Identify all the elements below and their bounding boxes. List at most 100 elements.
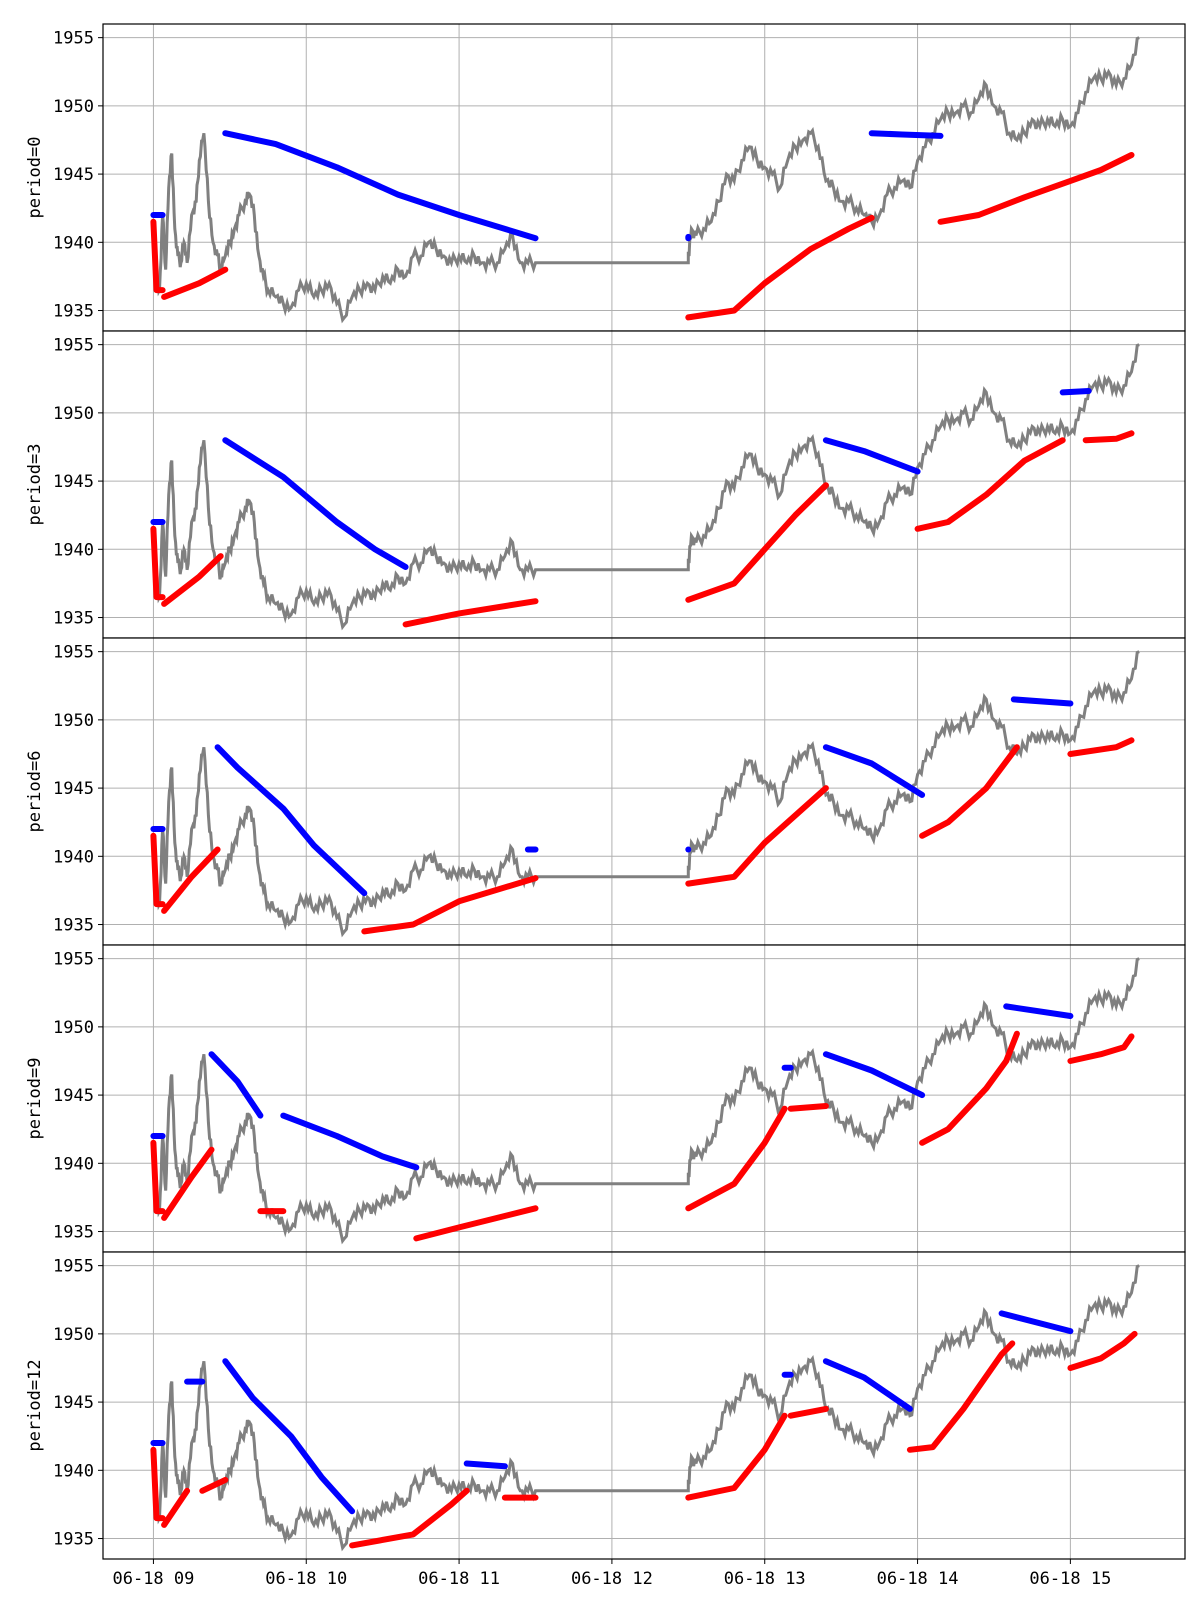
y-tick-label: 1955 [53, 29, 94, 49]
panel-2: 1935 1940 1945 1950 1955 period=6 [25, 637, 1186, 946]
lower-band-segment [150, 1446, 166, 1522]
y-tick-label: 1940 [53, 233, 94, 253]
y-tick-label: 1950 [53, 97, 94, 117]
y-axis-label: period=9 [25, 1058, 45, 1140]
y-tick-label: 1955 [53, 1257, 94, 1277]
series-group [150, 343, 1140, 631]
lower-band-segment [150, 1139, 166, 1215]
lower-band-segment [919, 1030, 1020, 1146]
lower-band-segment [787, 1405, 829, 1419]
lower-band-segment [685, 785, 829, 887]
y-tick-label: 1935 [53, 916, 94, 936]
lower-band-segment [906, 1340, 1016, 1453]
y-tick-label: 1940 [53, 1154, 94, 1174]
lower-band-segment [150, 218, 166, 294]
lower-band-segment [161, 1146, 215, 1221]
upper-band-segment [822, 744, 926, 798]
lower-band-segment [919, 744, 1020, 839]
lower-band-segment [937, 152, 1135, 225]
y-tick-label: 1955 [53, 336, 94, 356]
upper-band-segment [998, 1310, 1074, 1335]
y-tick-label: 1950 [53, 1018, 94, 1038]
y-tick-label: 1955 [53, 950, 94, 970]
y-tick-label: 1940 [53, 540, 94, 560]
upper-band-segment [222, 130, 539, 242]
y-tick-label: 1955 [53, 643, 94, 663]
price-series-line [151, 957, 1140, 1245]
lower-band-segment [914, 437, 1066, 532]
y-axis-label: period=0 [25, 137, 45, 219]
upper-band-segment [822, 1358, 913, 1412]
upper-band-segment [222, 1358, 356, 1515]
y-tick-label: 1945 [53, 1393, 94, 1413]
series-group [150, 36, 1140, 324]
y-tick-label: 1950 [53, 404, 94, 424]
x-tick-label: 06-18 12 [571, 1569, 653, 1589]
lower-band-segment [1067, 1033, 1135, 1064]
lower-band-segment [161, 266, 229, 300]
x-tick-label: 06-18 13 [724, 1569, 806, 1589]
upper-band-segment [208, 1051, 264, 1119]
upper-band-segment [868, 130, 944, 139]
plot-area [103, 638, 1185, 945]
plot-area [103, 1252, 1185, 1559]
y-tick-label: 1935 [53, 1223, 94, 1243]
price-series-line [151, 1264, 1140, 1552]
lower-band-segment [361, 875, 539, 935]
x-tick-label: 06-18 11 [418, 1569, 500, 1589]
lower-band-segment [1067, 737, 1135, 757]
y-tick-label: 1945 [53, 165, 94, 185]
lower-band-segment [685, 214, 875, 321]
lower-band-segment [685, 482, 829, 603]
upper-band-segment [1059, 388, 1092, 396]
lower-band-segment [413, 1205, 539, 1242]
lower-band-segment [685, 1412, 788, 1501]
plot-area [103, 945, 1185, 1252]
panel-3: 1935 1940 1945 1950 1955 period=9 [25, 944, 1186, 1253]
y-tick-label: 1940 [53, 847, 94, 867]
upper-band-segment [822, 437, 921, 475]
y-tick-label: 1945 [53, 472, 94, 492]
chart-panels: 1935 1940 1945 1950 1955 period=0 1935 1940 1945… [25, 23, 1186, 1560]
y-axis-label: period=12 [25, 1359, 45, 1451]
y-tick-label: 1945 [53, 779, 94, 799]
y-tick-label: 1935 [53, 609, 94, 629]
upper-band-point [685, 846, 692, 853]
y-tick-label: 1950 [53, 1325, 94, 1345]
series-group [150, 650, 1140, 938]
y-tick-label: 1940 [53, 1461, 94, 1481]
y-tick-label: 1935 [53, 1530, 94, 1550]
lower-band-segment [150, 525, 166, 601]
y-tick-label: 1945 [53, 1086, 94, 1106]
y-tick-label: 1935 [53, 302, 94, 322]
upper-band-segment [1010, 696, 1074, 707]
x-axis: 06-18 09 06-18 10 06-18 11 06-18 12 06-18 13… [112, 1559, 1111, 1589]
y-axis-label: period=3 [25, 444, 45, 526]
lower-band-segment [150, 832, 166, 908]
lower-band-segment [402, 598, 539, 628]
x-tick-label: 06-18 15 [1029, 1569, 1111, 1589]
lower-band-segment [787, 1103, 829, 1112]
price-series-line [151, 343, 1140, 631]
lower-band-segment [199, 1476, 229, 1494]
series-group [150, 1264, 1140, 1552]
x-tick-label: 06-18 09 [112, 1569, 194, 1589]
upper-band-segment [822, 1051, 926, 1099]
upper-band-segment [1003, 1003, 1074, 1019]
lower-band-segment [161, 553, 224, 607]
panel-frame [102, 1251, 1186, 1560]
panel-1: 1935 1940 1945 1950 1955 period=3 [25, 330, 1186, 639]
lower-band-segment [161, 1487, 191, 1528]
upper-band-segment [280, 1112, 420, 1171]
lower-band-segment [1082, 430, 1135, 444]
upper-band-segment [214, 744, 368, 897]
x-tick-label: 06-18 10 [265, 1569, 347, 1589]
x-tick-label: 06-18 14 [877, 1569, 959, 1589]
upper-band-segment [222, 437, 409, 570]
series-group [150, 957, 1140, 1245]
lower-band-segment [685, 1105, 788, 1212]
lower-band-segment [349, 1487, 470, 1549]
panel-4: 1935 1940 1945 1950 1955 period=12 [25, 1251, 1186, 1560]
lower-band-segment [161, 846, 221, 914]
